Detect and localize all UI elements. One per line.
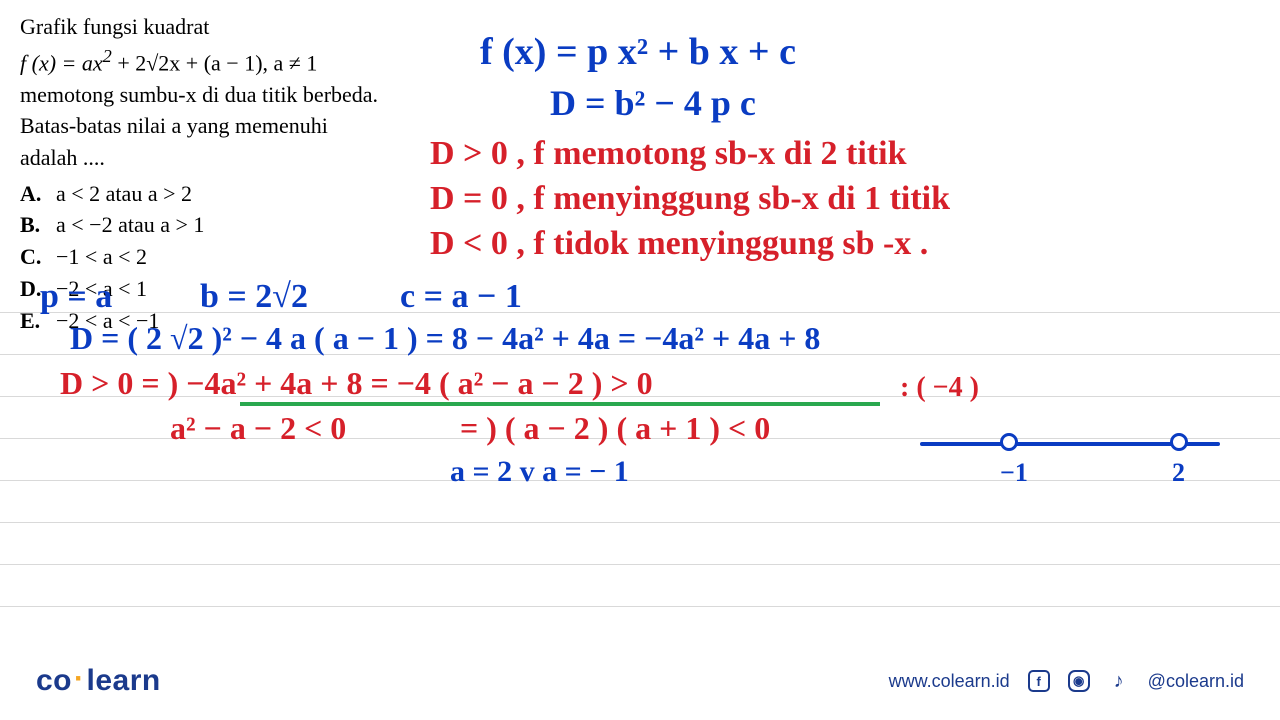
hand-cond-2: D = 0 , f menyinggung sb-x di 1 titik — [430, 180, 950, 218]
brand-logo: co·learn — [36, 664, 161, 698]
hand-roots: a = 2 v a = − 1 — [450, 455, 629, 489]
footer-url: www.colearn.id — [889, 671, 1010, 692]
hand-d-expand: D = ( 2 √2 )² − 4 a ( a − 1 ) = 8 − 4a² … — [70, 320, 820, 357]
hand-cond-3: D < 0 , f tidok menyinggung sb -x . — [430, 225, 928, 263]
hand-simplify-b: = ) ( a − 2 ) ( a + 1 ) < 0 — [460, 410, 770, 447]
facebook-icon: f — [1028, 670, 1050, 692]
problem-line3: Batas-batas nilai a yang memenuhi — [20, 111, 420, 141]
hand-b: b = 2√2 — [200, 278, 308, 316]
tiktok-icon: ♪ — [1108, 670, 1130, 692]
hand-eq-d: D = b² − 4 p c — [550, 82, 756, 124]
hand-pa: p = a — [40, 278, 112, 316]
instagram-icon: ◉ — [1068, 670, 1090, 692]
number-line: −1 2 — [920, 420, 1240, 500]
problem-line2: memotong sumbu-x di dua titik berbeda. — [20, 80, 420, 110]
hand-inequality: D > 0 = ) −4a² + 4a + 8 = −4 ( a² − a − … — [60, 365, 653, 402]
problem-fx: f (x) = ax2 + 2√2x + (a − 1), a ≠ 1 — [20, 44, 420, 78]
footer-handle: @colearn.id — [1148, 671, 1244, 692]
problem-line4: adalah .... — [20, 143, 420, 173]
hand-cond-1: D > 0 , f memotong sb-x di 2 titik — [430, 135, 906, 173]
problem-title: Grafik fungsi kuadrat — [20, 12, 420, 42]
hand-c: c = a − 1 — [400, 278, 522, 316]
footer: co·learn www.colearn.id f ◉ ♪ @colearn.i… — [0, 664, 1280, 698]
hand-eq-fx: f (x) = p x² + b x + c — [480, 30, 796, 74]
green-underline — [240, 402, 880, 406]
hand-simplify-a: a² − a − 2 < 0 — [170, 410, 346, 447]
hand-div-neg4: : ( −4 ) — [900, 372, 979, 404]
